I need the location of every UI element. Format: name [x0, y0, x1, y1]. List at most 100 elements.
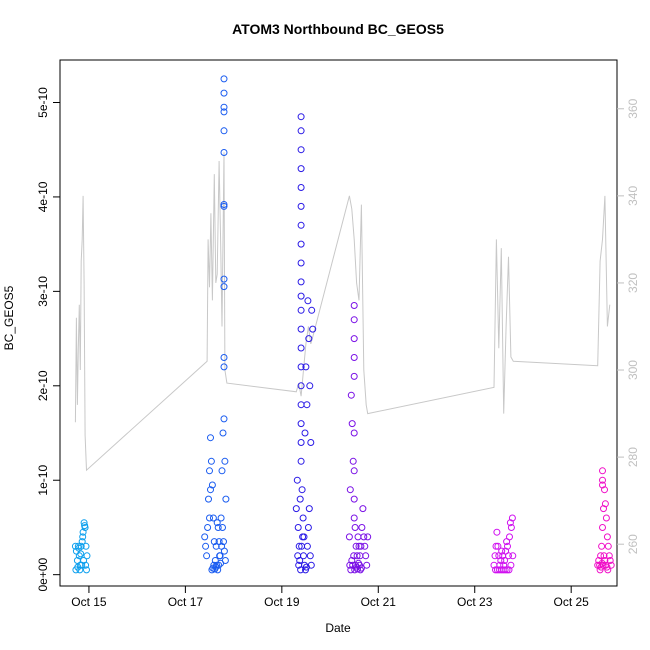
data-point: [357, 564, 365, 572]
data-point: [358, 524, 366, 531]
data-point: [210, 561, 218, 569]
data-point: [308, 306, 316, 314]
x-tick-label: Oct 19: [264, 595, 300, 609]
y-tick-label: 0e+00: [36, 557, 50, 591]
data-point: [81, 522, 89, 530]
data-point: [220, 415, 228, 423]
data-point: [348, 557, 356, 564]
data-point: [601, 557, 609, 564]
x-tick-label: Oct 17: [168, 595, 204, 609]
data-point: [217, 514, 225, 522]
data-point: [218, 467, 226, 475]
data-point: [297, 240, 305, 248]
data-point: [364, 533, 372, 541]
data-point: [602, 514, 610, 522]
data-point: [297, 439, 305, 446]
data-point: [208, 481, 216, 489]
data-point: [350, 495, 358, 503]
y-axis-right: 260 280 300 320 340 360: [617, 98, 640, 554]
data-point: [509, 552, 517, 560]
data-point: [78, 538, 86, 546]
data-point: [213, 519, 221, 527]
data-point: [210, 538, 218, 546]
data-point: [220, 354, 228, 361]
data-point: [297, 306, 305, 314]
data-point: [297, 202, 305, 210]
data-point: [604, 542, 612, 550]
data-point: [505, 552, 512, 560]
y-axis-left: 0e+00 1e-10 2e-10 3e-10 4e-10 5e-10: [36, 87, 60, 592]
data-point: [357, 542, 365, 550]
data-point: [220, 275, 228, 283]
data-point: [297, 420, 305, 428]
data-point: [221, 457, 229, 465]
data-point: [599, 467, 606, 475]
series-6: [594, 467, 615, 574]
y-axis-label: BC_GEOS5: [2, 285, 16, 350]
data-point: [216, 552, 224, 560]
data-point: [209, 514, 217, 522]
data-point: [205, 495, 212, 503]
data-point: [607, 561, 615, 569]
data-point: [202, 542, 210, 550]
data-point: [82, 542, 90, 550]
data-point: [220, 201, 228, 208]
data-point: [352, 542, 360, 550]
y2-tick-label: 280: [626, 447, 640, 467]
plot-frame: [59, 59, 618, 587]
x-tick-label: Oct 15: [71, 595, 107, 609]
data-point: [507, 561, 515, 569]
data-point: [297, 457, 305, 465]
data-point: [220, 75, 228, 83]
data-point: [350, 372, 358, 380]
data-point: [306, 382, 314, 390]
data-point: [599, 481, 606, 489]
data-point: [294, 524, 302, 531]
data-point: [80, 519, 88, 527]
data-point: [207, 434, 214, 442]
data-point: [350, 429, 358, 437]
scatter-series-group: [71, 75, 615, 574]
data-point: [600, 505, 607, 513]
y2-tick-label: 300: [626, 360, 640, 380]
data-point: [83, 552, 91, 560]
data-point: [220, 149, 228, 156]
data-point: [299, 514, 307, 522]
data-point: [300, 552, 307, 560]
data-point: [297, 363, 305, 371]
data-point: [215, 561, 223, 569]
data-point: [503, 566, 511, 574]
y-tick-label: 3e-10: [36, 276, 50, 307]
data-point: [603, 533, 611, 541]
data-point: [201, 533, 209, 541]
data-point: [297, 292, 305, 300]
y-tick-label: 1e-10: [36, 465, 50, 496]
data-point: [363, 561, 371, 569]
data-point: [214, 566, 222, 574]
series-2: [220, 75, 228, 371]
data-point: [79, 533, 87, 541]
data-point: [297, 382, 305, 390]
data-point: [351, 524, 359, 531]
data-point: [507, 524, 515, 531]
data-point: [220, 538, 227, 546]
data-point: [220, 363, 228, 371]
data-point: [297, 146, 305, 154]
series-5: [490, 514, 517, 574]
data-point: [207, 457, 215, 465]
data-point: [78, 561, 86, 569]
data-point: [207, 486, 214, 494]
data-point: [307, 439, 315, 446]
data-point: [601, 500, 609, 508]
data-point: [204, 524, 212, 531]
data-point: [80, 557, 88, 564]
data-point: [221, 557, 229, 564]
data-point: [508, 514, 516, 522]
data-point: [304, 297, 312, 305]
data-point: [297, 344, 305, 352]
data-point: [304, 524, 312, 531]
data-point: [346, 486, 354, 494]
data-point: [297, 165, 305, 173]
